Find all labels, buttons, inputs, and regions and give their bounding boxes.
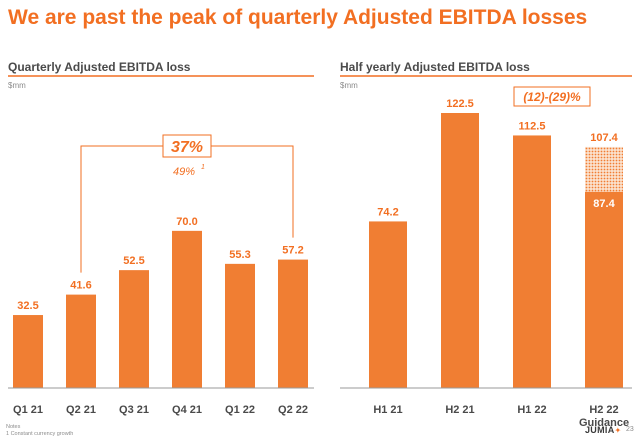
category-label: Q1 21 xyxy=(13,404,43,416)
guidance-range xyxy=(585,146,623,192)
category-sublabel: Guidance xyxy=(579,417,629,429)
category-label: Q4 21 xyxy=(172,404,202,416)
page-number: 23 xyxy=(626,426,634,433)
value-label: 122.5 xyxy=(446,98,474,110)
logo-text: JUMIA xyxy=(585,425,615,435)
decline-box xyxy=(513,86,591,107)
category-label: H1 22 xyxy=(517,404,546,416)
value-label: 57.2 xyxy=(282,245,303,257)
value-label: 70.0 xyxy=(176,216,197,228)
value-label: 74.2 xyxy=(377,206,398,218)
bar-q4-21 xyxy=(172,230,202,388)
decline-label: (12)-(29)% xyxy=(523,90,581,104)
bar-q3-21 xyxy=(119,270,149,388)
half-yearly-chart: Half yearly Adjusted EBITDA loss $mm 74.2 H… xyxy=(340,60,632,429)
bar-h1-21 xyxy=(369,221,407,388)
category-label: H1 21 xyxy=(373,404,402,416)
bar-h2-21 xyxy=(441,113,479,388)
chart-title: Quarterly Adjusted EBITDA loss xyxy=(8,60,191,74)
value-label: 55.3 xyxy=(229,249,250,261)
bar-q1-21 xyxy=(13,315,43,388)
category-label: Q2 21 xyxy=(66,404,96,416)
page-title: We are past the peak of quarterly Adjust… xyxy=(8,6,588,29)
bar-q2-22 xyxy=(278,259,308,388)
category-label: H2 21 xyxy=(445,404,474,416)
unit-label: $mm xyxy=(8,81,26,90)
jumia-logo: JUMIA✦ xyxy=(585,425,622,435)
value-label: 52.5 xyxy=(123,255,144,267)
value-label: 112.5 xyxy=(519,120,546,132)
notes-label: Notes xyxy=(6,424,21,430)
bar-q1-22 xyxy=(225,263,255,388)
value-label: 87.4 xyxy=(593,198,615,210)
range-top-label: 107.4 xyxy=(590,132,618,144)
category-label: Q2 22 xyxy=(278,404,308,416)
category-label: Q3 21 xyxy=(119,404,149,416)
bar-q2-21 xyxy=(66,294,96,388)
growth-label: 37% xyxy=(171,139,203,156)
note-1: 1 Constant currency growth xyxy=(6,431,74,437)
category-label: Q1 22 xyxy=(225,404,255,416)
notes: Notes 1 Constant currency growth xyxy=(6,424,73,438)
star-icon: ✦ xyxy=(614,426,622,435)
growth-sublabel: 49% xyxy=(173,166,195,178)
bar-h2-22 xyxy=(585,191,623,388)
growth-sublabel-footnote: 1 xyxy=(201,164,205,171)
bar-h1-22 xyxy=(513,135,551,388)
value-label: 32.5 xyxy=(17,300,38,312)
value-label: 41.6 xyxy=(70,280,91,292)
unit-label: $mm xyxy=(340,81,358,90)
growth-box xyxy=(162,134,212,158)
chart-title: Half yearly Adjusted EBITDA loss xyxy=(340,60,530,74)
quarterly-chart: Quarterly Adjusted EBITDA loss $mm 32.5 Q1 … xyxy=(8,60,314,416)
category-label: H2 22 xyxy=(589,404,618,416)
